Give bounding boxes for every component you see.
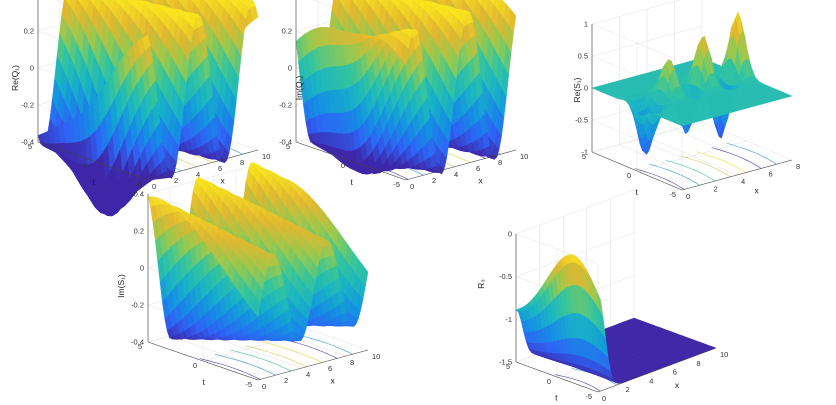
t-tick-label: 5 [28, 142, 32, 151]
x-tick-label: 8 [350, 358, 354, 367]
z-tick-label: -0.5 [575, 116, 588, 125]
z-axis-label: R₃ [476, 279, 486, 289]
t-axis-label: t [555, 393, 558, 403]
z-tick-label: 0 [140, 264, 144, 273]
x-tick-label: 10 [372, 352, 380, 361]
z-tick-label: 0.2 [24, 27, 34, 36]
x-axis-label: x [479, 176, 484, 186]
x-axis-label: x [675, 380, 680, 390]
surface-mesh [516, 255, 716, 384]
x-tick-label: 6 [673, 368, 677, 377]
t-tick-label: 0 [627, 171, 631, 180]
t-tick-label: 5 [138, 342, 142, 351]
z-tick-label: -0.2 [131, 301, 144, 310]
x-tick-label: 2 [284, 376, 288, 385]
t-tick-label: -5 [245, 380, 252, 389]
x-tick-label: 2 [174, 176, 178, 185]
z-tick-label: 0.5 [578, 52, 588, 61]
t-tick-label: 0 [547, 377, 551, 386]
x-tick-label: 6 [769, 170, 773, 179]
t-axis-label: t [636, 187, 639, 197]
z-axis-label: Im(Q₁) [294, 76, 304, 101]
x-tick-label: 2 [626, 385, 630, 394]
z-tick-label: 0.4 [134, 190, 144, 199]
z-axis-label: Re(S₁) [572, 77, 582, 102]
x-tick-label: 0 [602, 394, 606, 403]
x-tick-label: 4 [306, 370, 310, 379]
z-tick-label: -0.2 [21, 101, 34, 110]
z-tick-label: 1 [584, 20, 588, 29]
z-tick-label: 0 [30, 64, 34, 73]
t-tick-label: 0 [193, 361, 197, 370]
t-tick-label: 5 [286, 142, 290, 151]
x-tick-label: 8 [498, 158, 502, 167]
x-axis-label: x [331, 376, 336, 386]
x-tick-label: 8 [796, 162, 800, 171]
x-tick-label: 6 [328, 364, 332, 373]
floor-contours [635, 143, 777, 189]
x-tick-label: 0 [152, 182, 156, 191]
surface-mesh [38, 0, 258, 216]
surface-mesh [592, 12, 792, 154]
z-axis-label: Im(S₁) [116, 274, 126, 298]
t-tick-label: -5 [135, 180, 142, 189]
z-axis-label: Re(Q₁) [10, 65, 20, 91]
t-axis-label: t [351, 177, 354, 187]
x-tick-label: 0 [262, 382, 266, 391]
z-tick-label: 0 [288, 64, 292, 73]
t-tick-label: 5 [506, 362, 510, 371]
x-tick-label: 2 [432, 176, 436, 185]
x-tick-label: 10 [720, 350, 728, 359]
x-tick-label: 8 [696, 359, 700, 368]
z-tick-label: -1 [505, 315, 512, 324]
x-axis-label: x [755, 186, 760, 196]
x-tick-label: 4 [649, 376, 653, 385]
t-tick-label: 5 [582, 152, 586, 161]
x-tick-label: 6 [218, 164, 222, 173]
z-tick-label: 0.2 [282, 27, 292, 36]
x-tick-label: 10 [520, 152, 528, 161]
surface-mesh [296, 0, 516, 174]
t-tick-label: -5 [393, 180, 400, 189]
z-tick-label: -0.2 [279, 101, 292, 110]
x-axis-label: x [221, 176, 226, 186]
t-tick-label: 0 [341, 161, 345, 170]
x-tick-label: 6 [476, 164, 480, 173]
x-tick-label: 2 [714, 185, 718, 194]
x-tick-label: 4 [741, 177, 745, 186]
x-tick-label: 0 [410, 182, 414, 191]
z-tick-label: 0 [584, 84, 588, 93]
x-tick-label: 4 [454, 170, 458, 179]
z-tick-label: -0.5 [499, 272, 512, 281]
t-tick-label: -5 [669, 190, 676, 199]
z-tick-label: 0 [508, 230, 512, 239]
z-tick-label: 0.2 [134, 227, 144, 236]
t-axis-label: t [203, 377, 206, 387]
t-tick-label: 0 [83, 161, 87, 170]
x-tick-label: 8 [240, 158, 244, 167]
x-tick-label: 10 [262, 152, 270, 161]
